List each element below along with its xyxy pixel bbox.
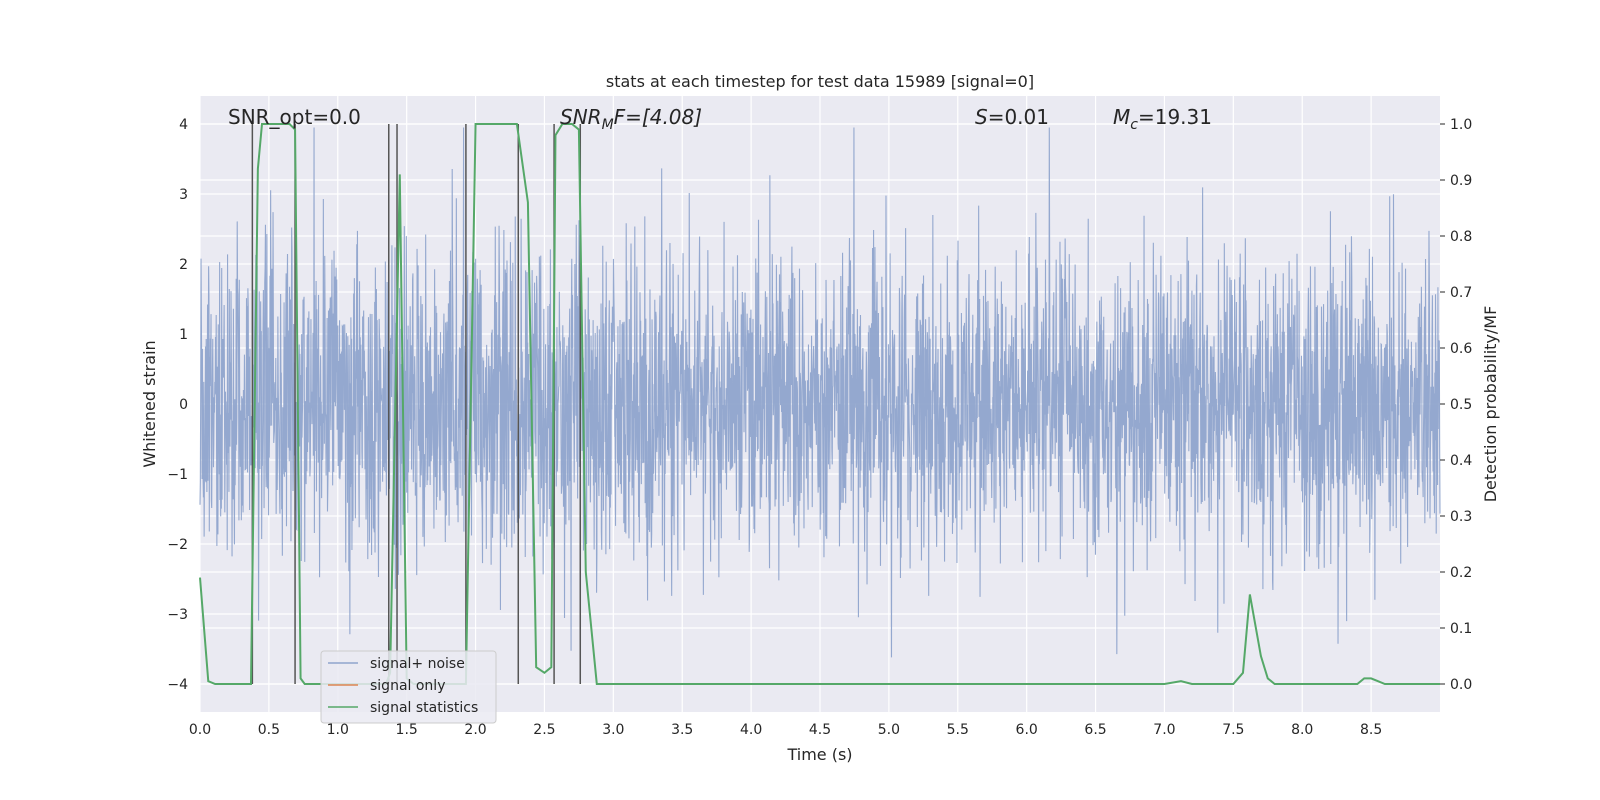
x-tick-label-9: 4.5: [809, 722, 831, 738]
legend-label-signal-noise: signal+ noise: [370, 656, 465, 672]
x-tick-label-16: 8.0: [1291, 722, 1313, 738]
annotation-snr-opt: SNR_opt=0.0: [228, 105, 361, 129]
y2-tick-label-0: 0.0: [1450, 677, 1472, 693]
y2-tick-label-2: 0.2: [1450, 565, 1472, 581]
x-tick-label-6: 3.0: [602, 722, 624, 738]
y-tick-label-7: 3: [179, 187, 188, 203]
y-tick-label-6: 2: [179, 257, 188, 273]
x-tick-label-14: 7.0: [1153, 722, 1175, 738]
legend-box: [320, 650, 497, 724]
x-tick-label-1: 0.5: [258, 722, 280, 738]
x-tick-label-10: 5.0: [878, 722, 900, 738]
x-tick-label-12: 6.0: [1016, 722, 1038, 738]
y-ticks: −4 −3 −2 −1 0 1 2 3 4: [167, 117, 188, 693]
y-tick-label-2: −2: [167, 537, 188, 553]
x-tick-label-0: 0.0: [189, 722, 211, 738]
x-tick-label-13: 6.5: [1084, 722, 1106, 738]
x-tick-label-4: 2.0: [464, 722, 486, 738]
x-tick-label-17: 8.5: [1360, 722, 1382, 738]
x-tick-label-7: 3.5: [671, 722, 693, 738]
vertical-markers: [251, 124, 582, 684]
x-tick-label-5: 2.5: [533, 722, 555, 738]
x-tick-label-3: 1.5: [396, 722, 418, 738]
legend: signal+ noise signal only signal statist…: [320, 650, 497, 724]
signal-noise-line: [199, 127, 1441, 658]
y2-tick-label-10: 1.0: [1450, 117, 1472, 133]
chart-title: stats at each timestep for test data 159…: [606, 72, 1034, 91]
x-tick-label-8: 4.0: [740, 722, 762, 738]
y2-tick-label-8: 0.8: [1450, 229, 1472, 245]
y-tick-label-1: −3: [167, 607, 188, 623]
x-axis-label: Time (s): [786, 745, 852, 764]
x-tick-label-15: 7.5: [1222, 722, 1244, 738]
y2-tick-label-4: 0.4: [1450, 453, 1472, 469]
signal-statistics-line: [199, 123, 1440, 685]
y2-tick-label-9: 0.9: [1450, 173, 1472, 189]
y2-tick-label-7: 0.7: [1450, 285, 1472, 301]
y2-tick-label-3: 0.3: [1450, 509, 1472, 525]
signal-statistics-series: [199, 123, 1440, 685]
y2-tick-label-5: 0.5: [1450, 397, 1472, 413]
annotation-snr-mf: SNRMF=[4.08]: [560, 105, 702, 133]
annotation-mc: Mc=19.31: [1113, 105, 1212, 133]
y-tick-label-0: −4: [167, 677, 188, 693]
y-tick-label-4: 0: [179, 397, 188, 413]
y-tick-label-5: 1: [179, 327, 188, 343]
x-ticks: 0.0 0.5 1.0 1.5 2.0 2.5 3.0 3.5 4.0 4.5 5.0 5.5 6.0 6…: [189, 722, 1382, 738]
y-tick-label-3: −1: [167, 467, 188, 483]
legend-label-signal-only: signal only: [370, 678, 445, 694]
y-axis-label: Whitened strain: [140, 340, 159, 467]
x-tick-label-2: 1.0: [327, 722, 349, 738]
signal-noise-series: [199, 127, 1441, 658]
annotation-s: S=0.01: [975, 105, 1049, 129]
y-tick-label-8: 4: [179, 117, 188, 133]
legend-label-signal-statistics: signal statistics: [370, 700, 478, 716]
y2-axis-label: Detection probability/MF: [1481, 306, 1500, 503]
x-tick-label-11: 5.5: [947, 722, 969, 738]
y2-tick-label-1: 0.1: [1450, 621, 1472, 637]
y2-tick-label-6: 0.6: [1450, 341, 1472, 357]
y2-ticks: 0.0 0.1 0.2 0.3 0.4 0.5 0.6 0.7 0.8 0.9 1.0: [1440, 117, 1472, 693]
